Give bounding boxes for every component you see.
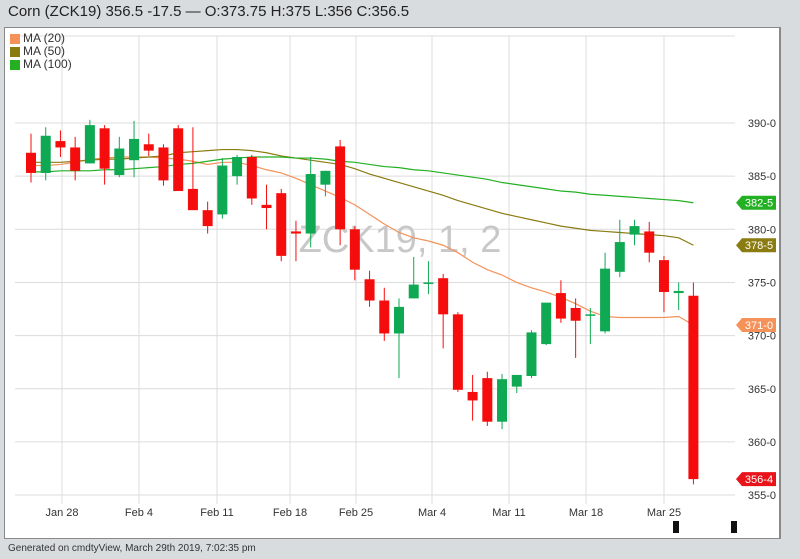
x-axis-label: Feb 18 xyxy=(273,507,307,519)
y-axis-label: 355-0 xyxy=(748,490,776,502)
legend-label: MA (20) xyxy=(23,31,66,45)
candle-up[interactable] xyxy=(408,284,419,299)
price-tag-label: 371-0 xyxy=(745,320,773,332)
candle-up[interactable] xyxy=(423,282,434,284)
price-tag xyxy=(736,238,776,253)
session-marker-icon xyxy=(673,521,679,533)
price-tag xyxy=(736,195,776,210)
legend-label: MA (50) xyxy=(23,44,66,58)
price-tag xyxy=(736,472,776,487)
candle-up[interactable] xyxy=(394,306,404,334)
ma20-swatch xyxy=(10,33,20,44)
legend-item-ma20[interactable]: MA (20) xyxy=(10,32,72,45)
candle-down[interactable] xyxy=(99,128,110,169)
candle-down[interactable] xyxy=(349,229,360,270)
candle-down[interactable] xyxy=(276,193,287,256)
candle-up[interactable] xyxy=(114,148,125,176)
candle-down[interactable] xyxy=(143,144,154,151)
x-axis-label: Mar 18 xyxy=(569,507,603,519)
y-axis-label: 390-0 xyxy=(748,118,776,130)
candle-down[interactable] xyxy=(290,231,301,234)
candle-up[interactable] xyxy=(129,138,140,161)
y-axis-label: 385-0 xyxy=(748,171,776,183)
x-axis-label: Mar 25 xyxy=(647,507,681,519)
price-tag-label: 378-5 xyxy=(745,240,773,252)
candle-down[interactable] xyxy=(55,141,66,148)
candle-up[interactable] xyxy=(600,268,611,332)
candle-down[interactable] xyxy=(452,314,463,390)
price-tag xyxy=(736,317,776,332)
candle-down[interactable] xyxy=(202,210,213,227)
x-axis-label: Mar 11 xyxy=(492,507,525,519)
candle-down[interactable] xyxy=(246,157,257,199)
y-axis-label: 380-0 xyxy=(748,224,776,236)
candle-down[interactable] xyxy=(658,260,669,293)
candle-down[interactable] xyxy=(335,146,346,230)
candle-down[interactable] xyxy=(438,278,449,315)
price-tag-label: 356-4 xyxy=(745,474,773,486)
candle-up[interactable] xyxy=(232,157,243,177)
ma100-swatch xyxy=(10,59,20,70)
legend: MA (20) MA (50) MA (100) xyxy=(10,32,72,71)
candle-up[interactable] xyxy=(217,165,228,215)
x-axis-label: Feb 25 xyxy=(339,507,373,519)
x-axis-label: Mar 4 xyxy=(418,507,446,519)
ma50-swatch xyxy=(10,46,20,57)
legend-item-ma50[interactable]: MA (50) xyxy=(10,45,72,58)
candle-down[interactable] xyxy=(187,188,198,211)
candle-down[interactable] xyxy=(173,128,184,192)
candle-down[interactable] xyxy=(70,147,81,171)
candle-down[interactable] xyxy=(158,147,169,181)
candle-down[interactable] xyxy=(364,279,375,301)
candle-down[interactable] xyxy=(644,231,655,253)
candle-up[interactable] xyxy=(40,135,51,173)
price-tag-label: 382-5 xyxy=(745,198,773,210)
y-axis-label: 375-0 xyxy=(748,277,776,289)
candle-up[interactable] xyxy=(320,170,331,185)
candle-down[interactable] xyxy=(467,391,478,401)
y-axis-label: 360-0 xyxy=(748,437,776,449)
x-axis-label: Feb 4 xyxy=(125,507,153,519)
candle-up[interactable] xyxy=(629,226,640,235)
vertical-scrollbar[interactable] xyxy=(780,27,797,539)
y-axis-label: 370-0 xyxy=(748,331,776,343)
candle-down[interactable] xyxy=(482,378,493,422)
ma100-line xyxy=(31,156,694,204)
legend-item-ma100[interactable]: MA (100) xyxy=(10,58,72,71)
ma50-line xyxy=(31,148,694,246)
candle-down[interactable] xyxy=(379,300,390,334)
candle-down[interactable] xyxy=(555,293,566,319)
x-axis-label: Jan 28 xyxy=(45,507,78,519)
chart-frame xyxy=(4,27,780,539)
candle-up[interactable] xyxy=(541,302,552,345)
candle-up[interactable] xyxy=(305,174,316,234)
candle-up[interactable] xyxy=(511,374,522,387)
candle-up[interactable] xyxy=(84,125,95,164)
x-axis-label: Feb 11 xyxy=(200,507,233,519)
candle-up[interactable] xyxy=(585,314,596,316)
candle-down[interactable] xyxy=(570,307,581,321)
y-axis-label: 365-0 xyxy=(748,384,776,396)
candle-up[interactable] xyxy=(673,290,684,294)
legend-label: MA (100) xyxy=(23,57,72,71)
watermark: ZCK19, 1, 2 xyxy=(299,219,502,261)
chart-title: Corn (ZCK19) 356.5 -17.5 — O:373.75 H:37… xyxy=(8,3,410,20)
candle-down[interactable] xyxy=(688,295,699,480)
candle-up[interactable] xyxy=(614,242,625,272)
candle-up[interactable] xyxy=(497,379,508,422)
candle-up[interactable] xyxy=(526,332,537,376)
candle-down[interactable] xyxy=(26,152,36,173)
session-marker-icon xyxy=(731,521,737,533)
candle-down[interactable] xyxy=(261,204,272,209)
footer-generated-text: Generated on cmdtyView, March 29th 2019,… xyxy=(8,543,256,554)
